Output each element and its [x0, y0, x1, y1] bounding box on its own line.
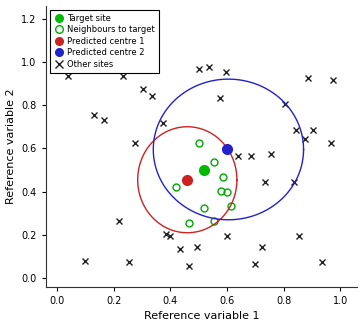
- Legend: Target site, Neighbours to target, Predicted centre 1, Predicted centre 2, Other: Target site, Neighbours to target, Predi…: [50, 10, 159, 73]
- X-axis label: Reference variable 1: Reference variable 1: [144, 311, 259, 321]
- Y-axis label: Reference variable 2: Reference variable 2: [5, 88, 16, 204]
